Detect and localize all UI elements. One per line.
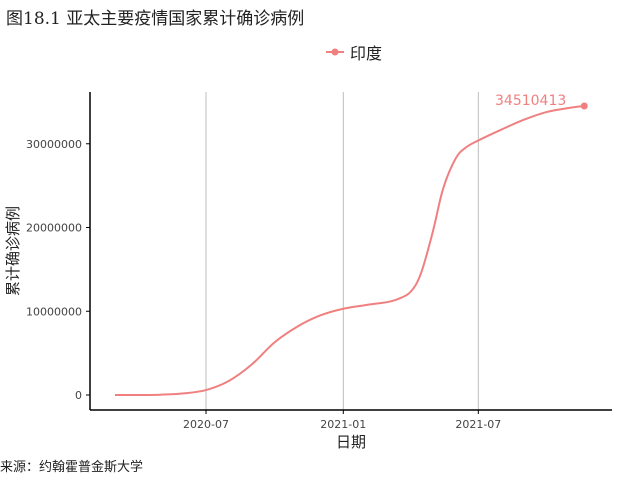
- x-tick-label-0: 2020-07: [183, 418, 229, 431]
- series-endpoint-india: [580, 102, 588, 110]
- y-tick-label-1: 10000000: [26, 305, 82, 318]
- source-note: 来源：约翰霍普金斯大学: [0, 460, 144, 475]
- x-tick-label-1: 2021-01: [320, 418, 366, 431]
- endpoint-value-label: 34510413: [495, 93, 566, 109]
- legend-line-marker-icon: [326, 48, 344, 56]
- x-tick-label-2: 2021-07: [455, 418, 501, 431]
- legend-label-india: 印度: [350, 44, 383, 63]
- y-axis-title: 累计确诊病例: [4, 206, 22, 296]
- y-tick-label-3: 30000000: [26, 138, 82, 151]
- y-tick-label-2: 20000000: [26, 222, 82, 235]
- series-line-india: [114, 105, 585, 397]
- y-tick-label-0: 0: [75, 389, 82, 402]
- x-axis-title: 日期: [336, 433, 366, 451]
- chart-title: 图18.1 亚太主要疫情国家累计确诊病例: [6, 9, 305, 29]
- legend: 印度: [326, 40, 382, 64]
